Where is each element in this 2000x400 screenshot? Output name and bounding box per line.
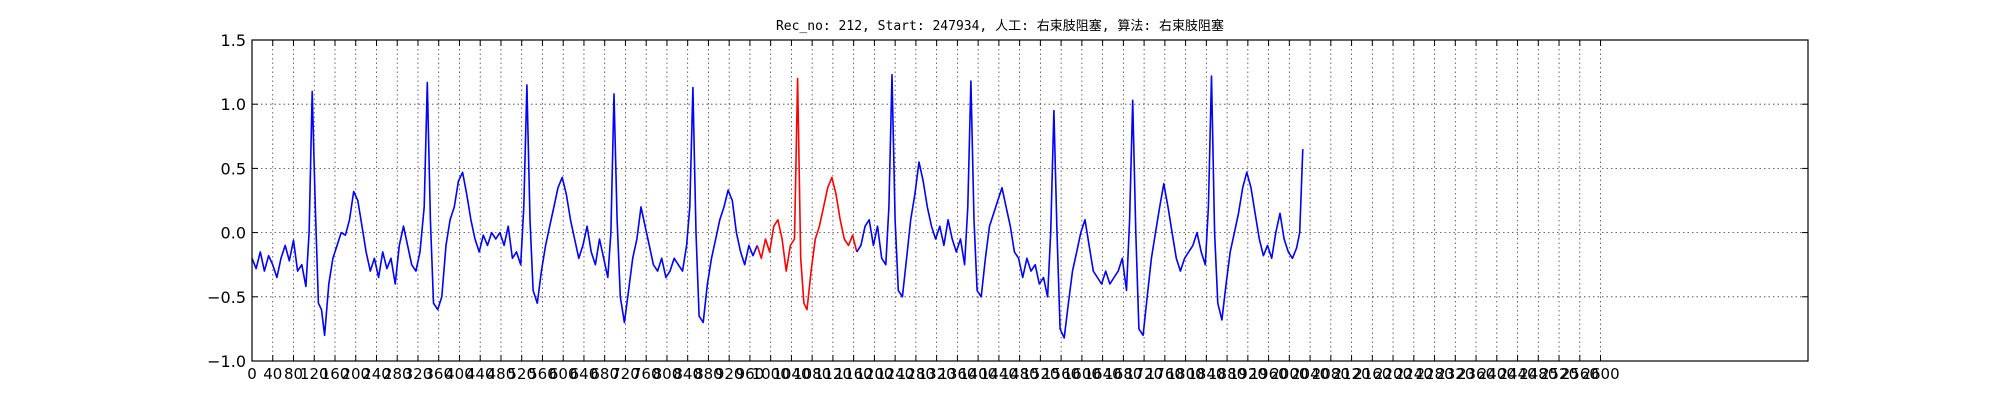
x-tick-label: 2240: [1395, 365, 1433, 383]
x-tick-label: 2440: [1498, 365, 1536, 383]
x-tick-label: 200: [341, 365, 370, 383]
x-tick-label: 360: [424, 365, 453, 383]
x-tick-label: 880: [694, 365, 723, 383]
x-tick-label: 520: [507, 365, 536, 383]
chart-title: Rec_no: 212, Start: 247934, 人工: 右束肢阻塞, 算…: [776, 18, 1224, 34]
x-tick-label: 800: [653, 365, 682, 383]
grid: [252, 40, 1808, 361]
x-tick-label: 2400: [1478, 365, 1516, 383]
x-tick-label: 1280: [897, 365, 935, 383]
x-tick-label: 2600: [1581, 365, 1619, 383]
x-tick-label: 280: [383, 365, 412, 383]
x-tick-label: 640: [570, 365, 599, 383]
x-tick-label: 400: [445, 365, 474, 383]
x-tick-label: 1480: [1001, 365, 1039, 383]
x-tick-label: 240: [362, 365, 391, 383]
x-tick-label: 1400: [959, 365, 997, 383]
x-tick-label: 120: [300, 365, 329, 383]
x-tick-label: 1360: [938, 365, 976, 383]
series-group: [251, 73, 1304, 339]
x-tick-label: 1040: [772, 365, 810, 383]
x-tick-label: 840: [673, 365, 702, 383]
ecg-line: [856, 73, 1304, 339]
x-tick-label: 0: [247, 365, 257, 383]
x-tick-label: 160: [321, 365, 350, 383]
x-tick-label: 1240: [876, 365, 914, 383]
x-tick-label: 40: [263, 365, 282, 383]
x-tick-label: 320: [404, 365, 433, 383]
x-tick-label: 80: [284, 365, 303, 383]
x-tick-label: 720: [611, 365, 640, 383]
y-tick-label: −0.5: [207, 288, 246, 307]
x-tick-label: 1320: [918, 365, 956, 383]
x-tick-label: 1800: [1167, 365, 1205, 383]
plot-frame: [251, 39, 1809, 362]
x-tick-label: 680: [590, 365, 619, 383]
x-tick-label: 1080: [793, 365, 831, 383]
x-tick-label: 1760: [1146, 365, 1184, 383]
x-tick-label: 1000: [752, 365, 790, 383]
x-tick-label: 1640: [1084, 365, 1122, 383]
y-tick-label: 1.5: [221, 31, 246, 50]
x-tick-label: 1880: [1208, 365, 1246, 383]
y-tick-label: −1.0: [207, 352, 246, 371]
x-tick-label: 2160: [1353, 365, 1391, 383]
x-tick-label: 2360: [1457, 365, 1495, 383]
ecg-highlight-line: [756, 77, 858, 311]
x-axis-ticks: 0 40 8012016020024028032036040044048052056…: [247, 40, 1620, 383]
x-tick-label: 960: [736, 365, 765, 383]
x-tick-label: 2080: [1312, 365, 1350, 383]
y-tick-label: 1.0: [221, 95, 246, 114]
x-tick-label: 1440: [980, 365, 1018, 383]
x-tick-label: 2040: [1291, 365, 1329, 383]
y-tick-label: 0.0: [221, 224, 246, 243]
x-tick-label: 480: [487, 365, 516, 383]
y-axis-ticks: −1.0 −0.5 0.0 0.5 1.0 1.5: [207, 31, 1808, 371]
x-tick-label: 600: [549, 365, 578, 383]
x-tick-label: 1160: [835, 365, 873, 383]
x-tick-label: 1520: [1021, 365, 1059, 383]
x-tick-label: 1840: [1187, 365, 1225, 383]
ecg-line: [251, 81, 758, 337]
x-tick-label: 1600: [1063, 365, 1101, 383]
x-tick-label: 2480: [1519, 365, 1557, 383]
x-tick-label: 1960: [1249, 365, 1287, 383]
x-tick-label: 2560: [1561, 365, 1599, 383]
x-tick-label: 1120: [814, 365, 852, 383]
x-tick-label: 1720: [1125, 365, 1163, 383]
x-tick-label: 440: [466, 365, 495, 383]
x-tick-label: 920: [715, 365, 744, 383]
x-tick-label: 760: [632, 365, 661, 383]
x-tick-label: 2200: [1374, 365, 1412, 383]
x-tick-label: 1560: [1042, 365, 1080, 383]
x-tick-label: 1680: [1104, 365, 1142, 383]
x-tick-label: 2520: [1540, 365, 1578, 383]
x-tick-label: 1200: [855, 365, 893, 383]
x-tick-label: 2120: [1332, 365, 1370, 383]
x-tick-label: 1920: [1229, 365, 1267, 383]
x-tick-label: 560: [528, 365, 557, 383]
x-tick-label: 2320: [1436, 365, 1474, 383]
x-tick-label: 2000: [1270, 365, 1308, 383]
x-tick-label: 2280: [1415, 365, 1453, 383]
y-tick-label: 0.5: [221, 159, 246, 178]
